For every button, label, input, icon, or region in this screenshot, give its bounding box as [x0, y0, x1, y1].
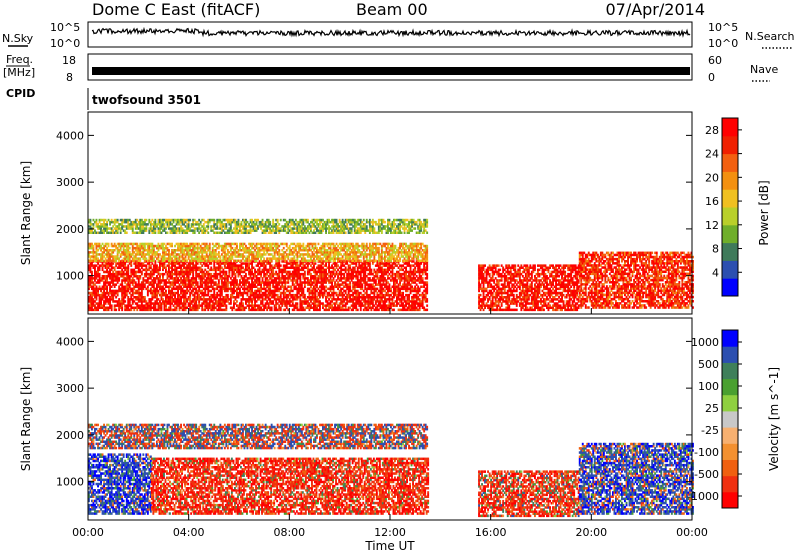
range-cell	[242, 302, 244, 305]
range-cell	[304, 271, 306, 274]
freq-top-tick: 18	[62, 54, 76, 67]
range-cell	[318, 243, 320, 246]
range-cell	[227, 294, 229, 297]
nsky-frame	[88, 22, 692, 47]
range-cell	[283, 247, 285, 250]
range-cell	[236, 243, 238, 246]
freq-bottom-tick: 8	[66, 71, 73, 84]
scatter-band	[88, 260, 428, 311]
range-cell	[286, 243, 288, 246]
range-cell	[426, 273, 428, 276]
range-cell	[343, 273, 345, 276]
range-cell	[228, 273, 230, 276]
scatter-band	[88, 243, 428, 262]
range-cell	[370, 269, 372, 272]
range-cell	[197, 281, 199, 284]
range-cell	[141, 273, 143, 276]
range-cell	[124, 300, 126, 303]
range-cell	[218, 251, 220, 254]
freq-label-line2: [MHz]	[3, 66, 35, 79]
range-cell	[315, 262, 317, 265]
range-cell	[153, 273, 155, 276]
range-cell	[360, 273, 362, 276]
range-cell	[376, 273, 378, 276]
range-cell	[99, 273, 101, 276]
range-cell	[91, 273, 93, 276]
range-cell	[164, 273, 166, 276]
range-cell	[165, 290, 167, 293]
nave-label: Nave	[750, 63, 778, 76]
program-label: twofsound 3501	[92, 93, 201, 107]
range-cell	[426, 304, 428, 307]
range-cell	[304, 294, 306, 297]
range-cell	[225, 304, 227, 307]
range-cell	[236, 300, 238, 303]
range-cell	[115, 309, 117, 312]
range-cell	[426, 298, 428, 301]
range-cell	[236, 279, 238, 282]
range-cell	[168, 249, 170, 252]
range-cell	[111, 304, 113, 307]
range-cell	[209, 243, 211, 246]
power-heatmap	[88, 219, 694, 311]
range-cell	[192, 273, 194, 276]
range-cell	[235, 273, 237, 276]
range-cell	[357, 309, 359, 312]
range-cell	[402, 292, 404, 295]
range-cell	[296, 302, 298, 305]
range-cell	[189, 273, 191, 276]
range-cell	[426, 281, 428, 284]
range-cell	[289, 271, 291, 274]
range-cell	[280, 264, 282, 267]
range-cell	[278, 273, 280, 276]
freq-label-line1: Freq.	[6, 53, 33, 66]
beam-title: Beam 00	[356, 0, 428, 19]
date-title: 07/Apr/2014	[605, 0, 705, 19]
range-cell	[108, 243, 110, 246]
range-cell	[389, 283, 391, 286]
range-cell	[91, 271, 93, 274]
range-cell	[304, 273, 306, 276]
range-cell	[225, 271, 227, 274]
nsky-trace	[92, 29, 690, 36]
range-cell	[422, 277, 424, 280]
nsky-bottom-tick: 10^0	[50, 37, 80, 50]
range-cell	[245, 273, 247, 276]
range-cell	[129, 247, 131, 250]
freq-trace	[92, 67, 690, 75]
range-cell	[302, 243, 304, 246]
range-cell	[393, 309, 395, 312]
range-cell	[260, 273, 262, 276]
range-cell	[426, 309, 428, 312]
nsky-label: N.Sky	[2, 32, 34, 45]
nave-bottom-tick: 0	[708, 71, 715, 84]
nsky-right-top-tick: 10^5	[708, 21, 738, 34]
nsky-right-bottom-tick: 10^0	[708, 37, 738, 50]
nsky-line	[92, 29, 690, 36]
nsearch-label: N.Search	[745, 30, 795, 43]
nsky-top-tick: 10^5	[50, 21, 80, 34]
range-cell	[263, 257, 265, 260]
range-cell	[271, 307, 273, 310]
range-cell	[171, 243, 173, 246]
range-cell	[275, 271, 277, 274]
range-cell	[144, 296, 146, 299]
range-cell	[315, 243, 317, 246]
station-title: Dome C East (fitACF)	[92, 0, 260, 19]
nave-top-tick: 60	[708, 54, 722, 67]
cpid-label: CPID	[6, 87, 35, 100]
range-cell	[278, 249, 280, 252]
range-cell	[422, 273, 424, 276]
